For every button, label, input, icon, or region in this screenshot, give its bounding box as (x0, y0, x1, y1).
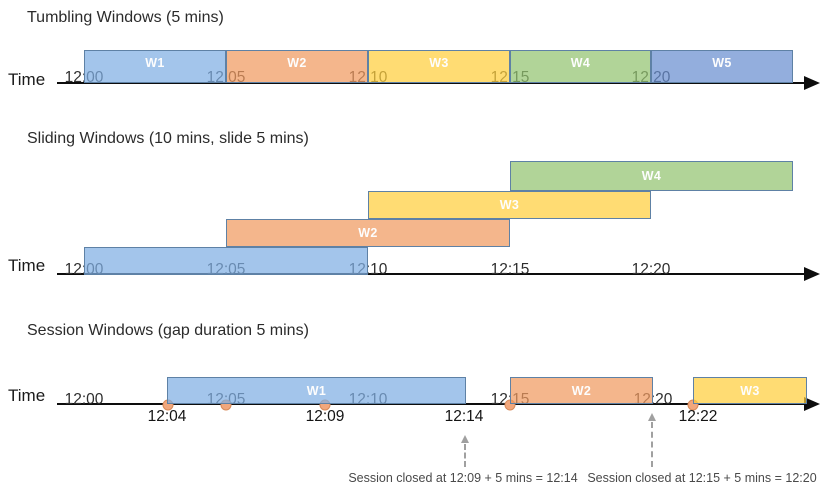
tumbling-time-axis-label: Time (8, 70, 46, 89)
window-label: W2 (358, 226, 378, 240)
tumbling-timeline (57, 82, 805, 84)
event-time-label-1204: 12:04 (147, 408, 187, 425)
session-window-w3: W3 (693, 377, 807, 404)
sliding-timeline-arrowhead-icon (804, 267, 820, 281)
tumbling-window-w5: W5 (651, 50, 793, 83)
window-label: W2 (571, 383, 592, 398)
annotation-arrow-line (651, 422, 653, 467)
window-label: W4 (641, 169, 662, 183)
annotation-arrow-up-icon (648, 413, 656, 421)
sliding-time-axis-label: Time (8, 256, 46, 275)
sliding-window-w3: W3 (368, 191, 651, 219)
window-label: W1 (145, 56, 165, 70)
sliding-window-w1 (84, 247, 368, 275)
tumbling-section-title: Tumbling Windows (5 mins) (27, 9, 224, 26)
tumbling-window-w4: W4 (510, 50, 651, 83)
sliding-window-w4: W4 (510, 161, 793, 191)
tumbling-window-w1: W1 (84, 50, 226, 83)
sliding-timeline (57, 273, 805, 275)
event-time-label-1222: 12:22 (678, 408, 718, 425)
tumbling-window-w3: W3 (368, 50, 510, 83)
session-close-note-2: Session closed at 12:15 + 5 mins = 12:20 (587, 471, 817, 485)
window-label: W5 (712, 56, 732, 70)
window-label: W3 (429, 56, 449, 70)
session-timeline-arrowhead-icon (804, 397, 820, 411)
sliding-section-title: Sliding Windows (10 mins, slide 5 mins) (27, 130, 309, 147)
sliding-tick-1215: 12:15 (490, 261, 530, 278)
window-label: W3 (499, 198, 520, 212)
window-label: W2 (287, 56, 307, 70)
tumbling-timeline-arrowhead-icon (804, 76, 820, 90)
annotation-arrow-up-icon (461, 435, 469, 443)
sliding-window-w2: W2 (226, 219, 510, 247)
session-timeline (57, 403, 805, 405)
session-close-note-1: Session closed at 12:09 + 5 mins = 12:14 (348, 471, 578, 485)
session-window-w2: W2 (510, 377, 653, 404)
session-window-w1: W1 (167, 377, 466, 404)
close-time-label-1214: 12:14 (444, 408, 484, 425)
session-tick-1200: 12:00 (64, 391, 104, 408)
tumbling-window-w2: W2 (226, 50, 368, 83)
window-label: W1 (306, 383, 327, 398)
sliding-tick-1220: 12:20 (631, 261, 671, 278)
annotation-arrow-line (464, 444, 466, 467)
event-time-label-1209: 12:09 (305, 408, 345, 425)
session-section-title: Session Windows (gap duration 5 mins) (27, 322, 309, 339)
window-label: W4 (570, 56, 591, 70)
session-time-axis-label: Time (8, 386, 46, 405)
window-label: W3 (740, 383, 760, 398)
